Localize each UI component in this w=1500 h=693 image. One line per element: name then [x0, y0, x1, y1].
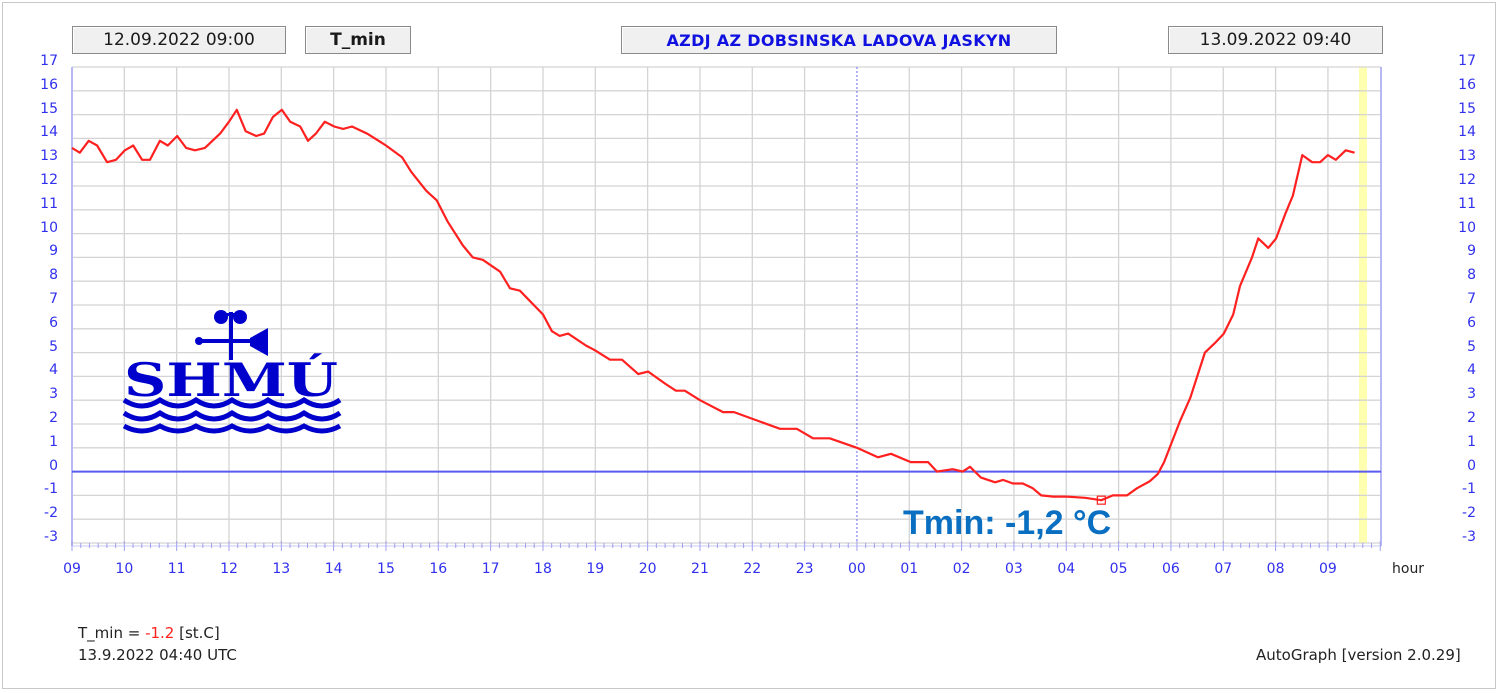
y-tick-label: 11	[40, 195, 58, 212]
y-tick-label: -1	[44, 481, 58, 498]
shmu-logo: SHMÚ	[122, 310, 342, 434]
y-tick-label: 2	[49, 410, 58, 426]
y-tick-label: -2	[44, 505, 58, 522]
x-tick-label: 14	[324, 561, 343, 577]
y-tick-label: 12	[40, 172, 58, 188]
y-tick-label: 8	[49, 267, 58, 284]
y-tick-label: 2	[1467, 410, 1476, 426]
footer-value-line: T_min = -1.2 [st.C]	[78, 624, 220, 642]
y-tick-label: 10	[1458, 219, 1476, 236]
x-tick-label: 06	[1162, 561, 1180, 577]
y-tick-label: 10	[40, 219, 58, 236]
y-tick-label: 6	[1467, 314, 1476, 331]
y-tick-label: 9	[1467, 243, 1476, 260]
x-tick-label: 09	[63, 561, 81, 577]
x-axis-unit-label: hour	[1392, 561, 1425, 577]
y-tick-label: 3	[49, 386, 58, 403]
x-tick-label: 03	[1005, 561, 1023, 577]
y-tick-label: 16	[40, 76, 58, 93]
footer-value: -1.2	[145, 624, 175, 642]
y-tick-label: 4	[49, 362, 58, 379]
x-tick-label: 15	[377, 561, 395, 577]
y-tick-label: 7	[49, 291, 58, 307]
y-tick-label: -1	[1462, 481, 1476, 498]
axes	[71, 67, 1382, 551]
end-time-box: 13.09.2022 09:40	[1168, 26, 1383, 54]
y-tick-label: 3	[1467, 386, 1476, 403]
x-tick-label: 13	[272, 561, 291, 577]
y-tick-label: 5	[1467, 338, 1476, 355]
y-tick-label: 17	[40, 53, 58, 69]
x-tick-label: 17	[481, 561, 500, 577]
start-time-box: 12.09.2022 09:00	[72, 26, 286, 54]
y-tick-label: -2	[1462, 505, 1476, 522]
parameter-box: T_min	[305, 26, 411, 54]
y-tick-label: 17	[1458, 53, 1476, 69]
y-tick-label: -3	[1462, 529, 1476, 545]
footer-label: T_min =	[78, 624, 146, 642]
x-tick-label: 18	[534, 561, 552, 577]
x-tick-label: 19	[586, 561, 605, 577]
y-tick-label: 9	[49, 243, 58, 260]
y-tick-label: 0	[49, 457, 58, 474]
x-tick-label: 02	[952, 561, 971, 577]
x-tick-label: 00	[848, 561, 866, 577]
wind-vane-icon	[195, 310, 268, 360]
temperature-series	[71, 108, 1355, 502]
x-tick-label: 21	[691, 561, 709, 577]
y-tick-label: 7	[1467, 291, 1476, 307]
y-tick-label: 14	[40, 124, 58, 141]
y-tick-label: 14	[1458, 124, 1476, 141]
y-tick-label: 11	[1458, 195, 1476, 212]
footer-unit: [st.C]	[174, 624, 220, 642]
x-tick-label: 04	[1057, 561, 1076, 577]
y-tick-label: 12	[1458, 172, 1476, 188]
footer-timestamp: 13.9.2022 04:40 UTC	[78, 646, 237, 664]
y-tick-label: 1	[1467, 433, 1476, 450]
x-tick-label: 08	[1266, 561, 1285, 577]
x-tick-label: 11	[167, 561, 186, 577]
y-tick-label: 8	[1467, 267, 1476, 284]
waves-icon	[122, 396, 342, 434]
version-label: AutoGraph [version 2.0.29]	[1256, 646, 1461, 664]
x-tick-label: 09	[1318, 561, 1337, 577]
y-tick-label: 13	[1458, 148, 1476, 165]
y-tick-label: -3	[44, 529, 58, 545]
x-tick-label: 05	[1109, 561, 1128, 577]
x-tick-label: 16	[429, 561, 448, 577]
tmin-annotation: Tmin: -1,2 °C	[903, 504, 1112, 542]
x-tick-label: 01	[900, 561, 919, 577]
x-tick-label: 07	[1214, 561, 1233, 577]
y-tick-label: 13	[40, 148, 58, 165]
y-tick-label: 16	[1458, 76, 1476, 93]
x-tick-label: 10	[115, 561, 134, 577]
station-title: AZDJ AZ DOBSINSKA LADOVA JASKYN	[621, 26, 1057, 54]
y-tick-label: 0	[1467, 457, 1476, 474]
y-tick-label: 15	[40, 100, 58, 117]
minimum-marker	[1096, 495, 1106, 505]
x-tick-label: 22	[743, 561, 762, 577]
y-tick-label: 1	[49, 433, 58, 450]
x-tick-label: 12	[220, 561, 238, 577]
y-tick-label: 5	[49, 338, 58, 355]
y-tick-label: 6	[49, 314, 58, 331]
x-tick-label: 20	[638, 561, 657, 577]
y-tick-label: 15	[1458, 100, 1476, 117]
x-tick-label: 23	[795, 561, 814, 577]
y-tick-label: 4	[1467, 362, 1476, 379]
